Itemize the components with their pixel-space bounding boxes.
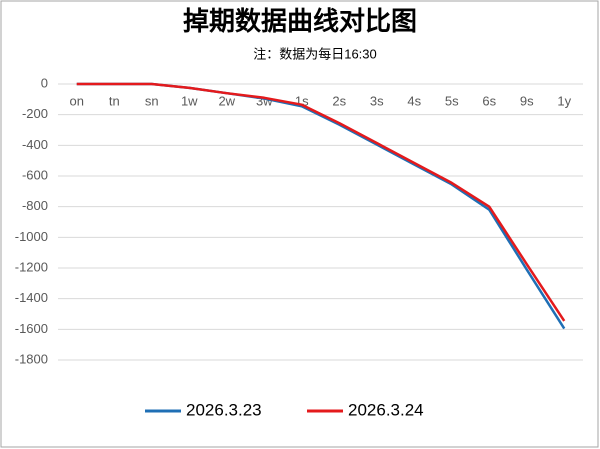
- legend: 2026.3.23 2026.3.24: [145, 400, 424, 419]
- x-tick-label: 5s: [445, 93, 459, 108]
- y-tick-label: -600: [22, 167, 48, 182]
- x-tick-label: 3s: [370, 93, 384, 108]
- y-tick-label: -1000: [15, 229, 48, 244]
- chart-title: 掉期数据曲线对比图: [183, 6, 417, 36]
- x-tick-label: tn: [109, 93, 120, 108]
- x-tick-label: 2w: [218, 93, 235, 108]
- y-tick-label: -200: [22, 106, 48, 121]
- y-tick-label: -1400: [15, 290, 48, 305]
- plot: [76, 82, 566, 330]
- grid: 0 -200 -400 -600 -800 -1000 -1200 -1400 -1600 -18…: [15, 75, 583, 366]
- x-tick-label: 9s: [520, 93, 534, 108]
- legend-label: 2026.3.24: [348, 400, 424, 419]
- y-tick-label: -400: [22, 137, 48, 152]
- chart-subtitle: 注：数据为每日16:30: [253, 46, 377, 61]
- y-tick-label: -1200: [15, 259, 48, 274]
- x-tick-label: sn: [145, 93, 159, 108]
- x-tick-label: 6s: [482, 93, 496, 108]
- x-tick-label: 1y: [557, 93, 571, 108]
- legend-label: 2026.3.23: [186, 400, 262, 419]
- x-tick-label: 1w: [181, 93, 198, 108]
- x-tick-label: 4s: [407, 93, 421, 108]
- y-tick-label: -1800: [15, 351, 48, 366]
- y-tick-label: -800: [22, 198, 48, 213]
- x-tick-label: 2s: [332, 93, 346, 108]
- series-line: [76, 82, 566, 322]
- x-tick-label: on: [70, 93, 84, 108]
- y-tick-label: -1600: [15, 321, 48, 336]
- y-tick-label: 0: [41, 75, 48, 90]
